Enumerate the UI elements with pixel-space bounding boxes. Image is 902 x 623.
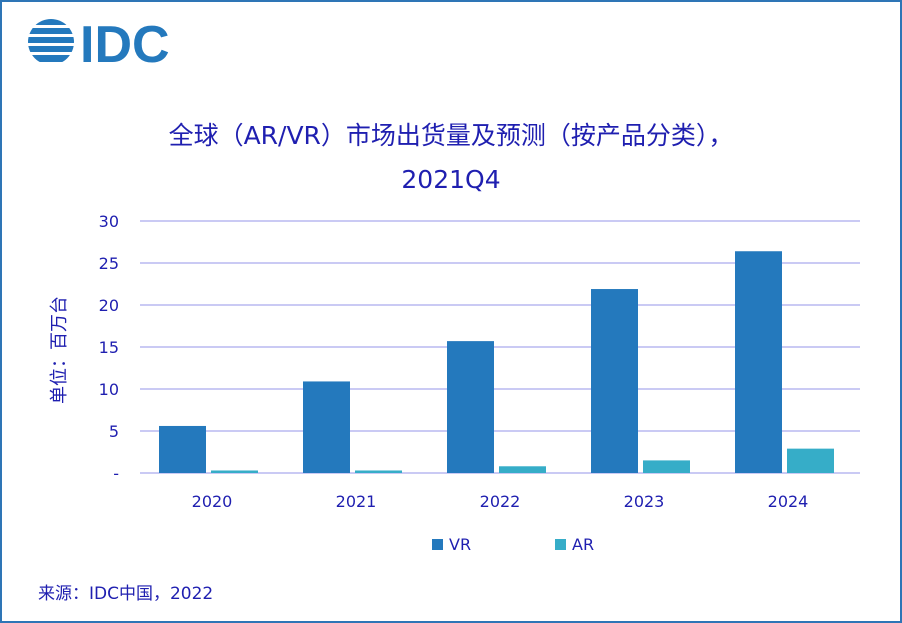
x-tick-label: 2024 xyxy=(768,492,809,511)
idc-logo: IDC xyxy=(28,16,170,68)
x-tick-label: 2023 xyxy=(624,492,665,511)
y-tick-label: 20 xyxy=(99,296,119,315)
svg-text:IDC: IDC xyxy=(80,16,170,68)
bar-ar-2022 xyxy=(499,466,546,473)
bar-vr-2022 xyxy=(447,341,494,473)
bar-vr-2021 xyxy=(303,381,350,473)
legend-label-vr: VR xyxy=(449,535,471,554)
x-tick-label: 2021 xyxy=(336,492,377,511)
bar-ar-2020 xyxy=(211,470,258,473)
legend-swatch-ar xyxy=(555,539,566,550)
y-tick-label: 30 xyxy=(99,212,119,231)
chart-title: 全球（AR/VR）市场出货量及预测（按产品分类）， 2021Q4 xyxy=(2,114,900,202)
y-tick-label: 15 xyxy=(99,338,119,357)
bar-ar-2023 xyxy=(643,460,690,473)
bar-vr-2023 xyxy=(591,289,638,473)
bar-ar-2024 xyxy=(787,448,834,473)
legend-swatch-vr xyxy=(432,539,443,550)
chart-title-line1: 全球（AR/VR）市场出货量及预测（按产品分类）， xyxy=(168,121,734,150)
bar-vr-2024 xyxy=(735,251,782,473)
x-tick-label: 2022 xyxy=(480,492,521,511)
y-tick-label: 5 xyxy=(109,422,119,441)
y-tick-label: 10 xyxy=(99,380,119,399)
bar-ar-2021 xyxy=(355,470,402,473)
y-tick-label: - xyxy=(113,464,119,483)
globe-stripes-icon xyxy=(28,19,74,62)
y-tick-label: 25 xyxy=(99,254,119,273)
x-tick-label: 2020 xyxy=(192,492,233,511)
source-note: 来源：IDC中国，2022 xyxy=(38,584,214,604)
bar-vr-2020 xyxy=(159,425,206,473)
legend-label-ar: AR xyxy=(572,535,594,554)
chart-title-line2: 2021Q4 xyxy=(401,165,501,194)
